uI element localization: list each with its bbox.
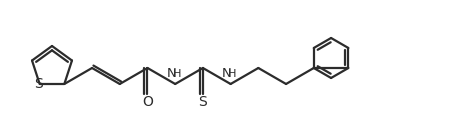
Text: H: H: [173, 69, 181, 79]
Text: S: S: [198, 95, 207, 109]
Text: N: N: [166, 68, 176, 80]
Text: O: O: [142, 95, 153, 109]
Text: H: H: [228, 69, 237, 79]
Text: S: S: [34, 77, 43, 91]
Text: N: N: [222, 68, 231, 80]
